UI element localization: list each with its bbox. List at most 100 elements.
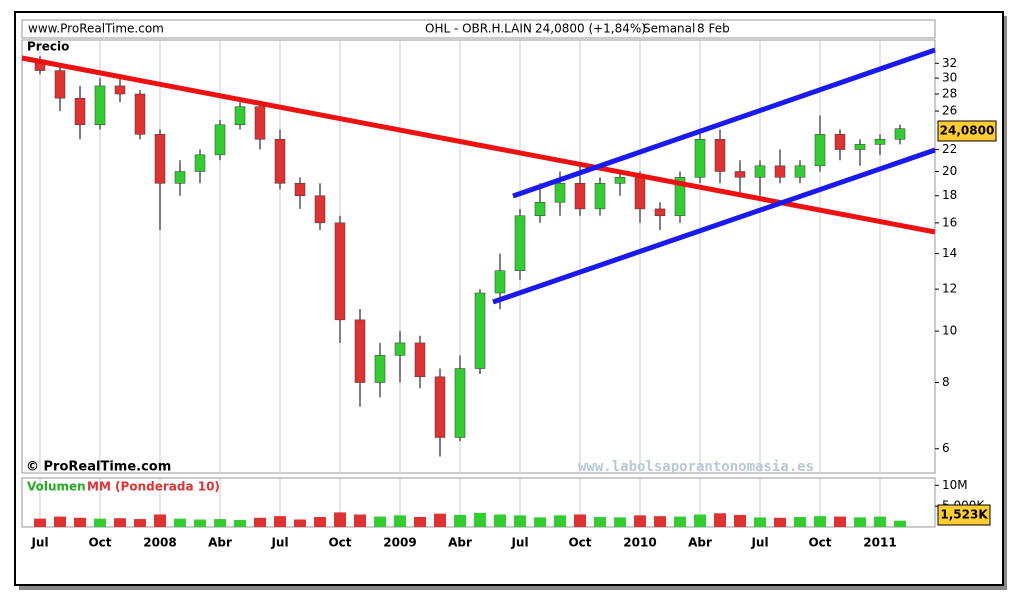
- volume-bar: [714, 513, 726, 527]
- x-tick-label: Oct: [88, 536, 111, 550]
- candle-body: [434, 376, 446, 438]
- volume-bar: [754, 517, 766, 527]
- volume-bar: [274, 516, 286, 527]
- candle-body: [174, 171, 186, 184]
- volume-bar: [54, 516, 66, 527]
- volume-bar: [874, 516, 886, 527]
- period: Semanal: [643, 22, 695, 36]
- candle-body: [554, 183, 566, 203]
- x-tick-label: 2010: [623, 536, 656, 550]
- volume-bar: [334, 512, 346, 527]
- candle-body: [614, 177, 626, 184]
- date: 8 Feb: [697, 22, 730, 36]
- volume-bar: [594, 516, 606, 527]
- volume-bar: [654, 516, 666, 527]
- volume-bar: [614, 517, 626, 527]
- x-tick-label: Jul: [30, 536, 48, 550]
- candle-body: [734, 171, 746, 178]
- x-tick-label: Jul: [510, 536, 528, 550]
- volume-bar: [634, 515, 646, 527]
- volume-bar: [394, 515, 406, 527]
- symbol: OHL - OBR.H.LAIN: [425, 22, 532, 36]
- candle-body: [774, 165, 786, 178]
- x-tick-label: Oct: [328, 536, 351, 550]
- y-tick-label: 30: [942, 71, 957, 85]
- volume-bar: [314, 516, 326, 527]
- volume-bar: [174, 518, 186, 527]
- x-tick-label: Oct: [808, 536, 831, 550]
- volume-bar: [474, 512, 486, 527]
- candle-body: [354, 319, 366, 383]
- candle-body: [154, 134, 166, 184]
- channel-top: [512, 47, 936, 199]
- y-tick-label: 18: [942, 188, 957, 202]
- x-tick-label: Abr: [448, 536, 472, 550]
- volume-bar: [214, 519, 226, 527]
- volume-bar: [814, 516, 826, 527]
- volume-bar: [774, 517, 786, 527]
- price-tag-box: [937, 120, 997, 142]
- site: www.ProRealTime.com: [28, 22, 164, 36]
- volume-bar: [854, 517, 866, 527]
- candle-body: [814, 134, 826, 167]
- volume-tag-box: [937, 504, 991, 526]
- volume-bar: [414, 516, 426, 527]
- candle-body: [874, 139, 886, 145]
- candle-body: [854, 144, 866, 150]
- price-tag: 24,0800: [940, 124, 995, 138]
- volume-bar: [674, 516, 686, 527]
- volume-bar: [34, 518, 46, 527]
- candle-body: [394, 342, 406, 356]
- candle-body: [334, 222, 346, 321]
- candle-body: [374, 355, 386, 383]
- candle-body: [494, 270, 506, 294]
- volume-bar: [694, 514, 706, 527]
- candle-body: [534, 201, 546, 217]
- volume-bar: [434, 513, 446, 527]
- candle-body: [314, 195, 326, 224]
- volume-bar: [574, 514, 586, 527]
- volume-bar: [534, 517, 546, 527]
- channel-bottom: [492, 147, 936, 305]
- volume-tag: 1,523K: [940, 508, 988, 522]
- candle-body: [674, 177, 686, 217]
- volume-bar: [374, 516, 386, 527]
- volume-bar: [454, 514, 466, 527]
- candle-body: [414, 342, 426, 378]
- candle-body: [294, 183, 306, 196]
- volume-bar: [734, 514, 746, 527]
- candle-body: [234, 106, 246, 126]
- price-panel: [21, 39, 936, 474]
- x-tick-label: Jul: [270, 536, 288, 550]
- candle-body: [274, 139, 286, 184]
- candle-body: [514, 215, 526, 271]
- watermark: www.labolsaporantonomasia.es: [578, 459, 814, 475]
- volume-bar: [94, 518, 106, 527]
- volume-bar: [794, 516, 806, 527]
- candle-body: [834, 134, 846, 150]
- volume-bar: [194, 519, 206, 527]
- volume-title: Volumen: [27, 480, 86, 494]
- x-tick-label: Oct: [568, 536, 591, 550]
- candle-body: [594, 183, 606, 210]
- volume-bar: [514, 515, 526, 527]
- candle-body: [254, 106, 266, 140]
- candle-body: [754, 165, 766, 178]
- volume-bar: [834, 516, 846, 527]
- volume-bar: [74, 517, 86, 527]
- volume-bar: [354, 514, 366, 527]
- candle-body: [654, 208, 666, 217]
- x-tick-label: Jul: [750, 536, 768, 550]
- candle-body: [214, 124, 226, 156]
- y-tick-label: 8: [942, 375, 950, 389]
- y-tick-label: 20: [942, 164, 957, 178]
- y-tick-label: 6: [942, 441, 950, 455]
- candle-body: [134, 93, 146, 135]
- candle-body: [574, 183, 586, 210]
- y-tick-label: 16: [942, 215, 957, 229]
- volume-subtitle: MM (Ponderada 10): [87, 480, 220, 494]
- y-tick-label: 32: [942, 56, 957, 70]
- candle-body: [634, 177, 646, 210]
- y-tick-label: 14: [942, 246, 957, 260]
